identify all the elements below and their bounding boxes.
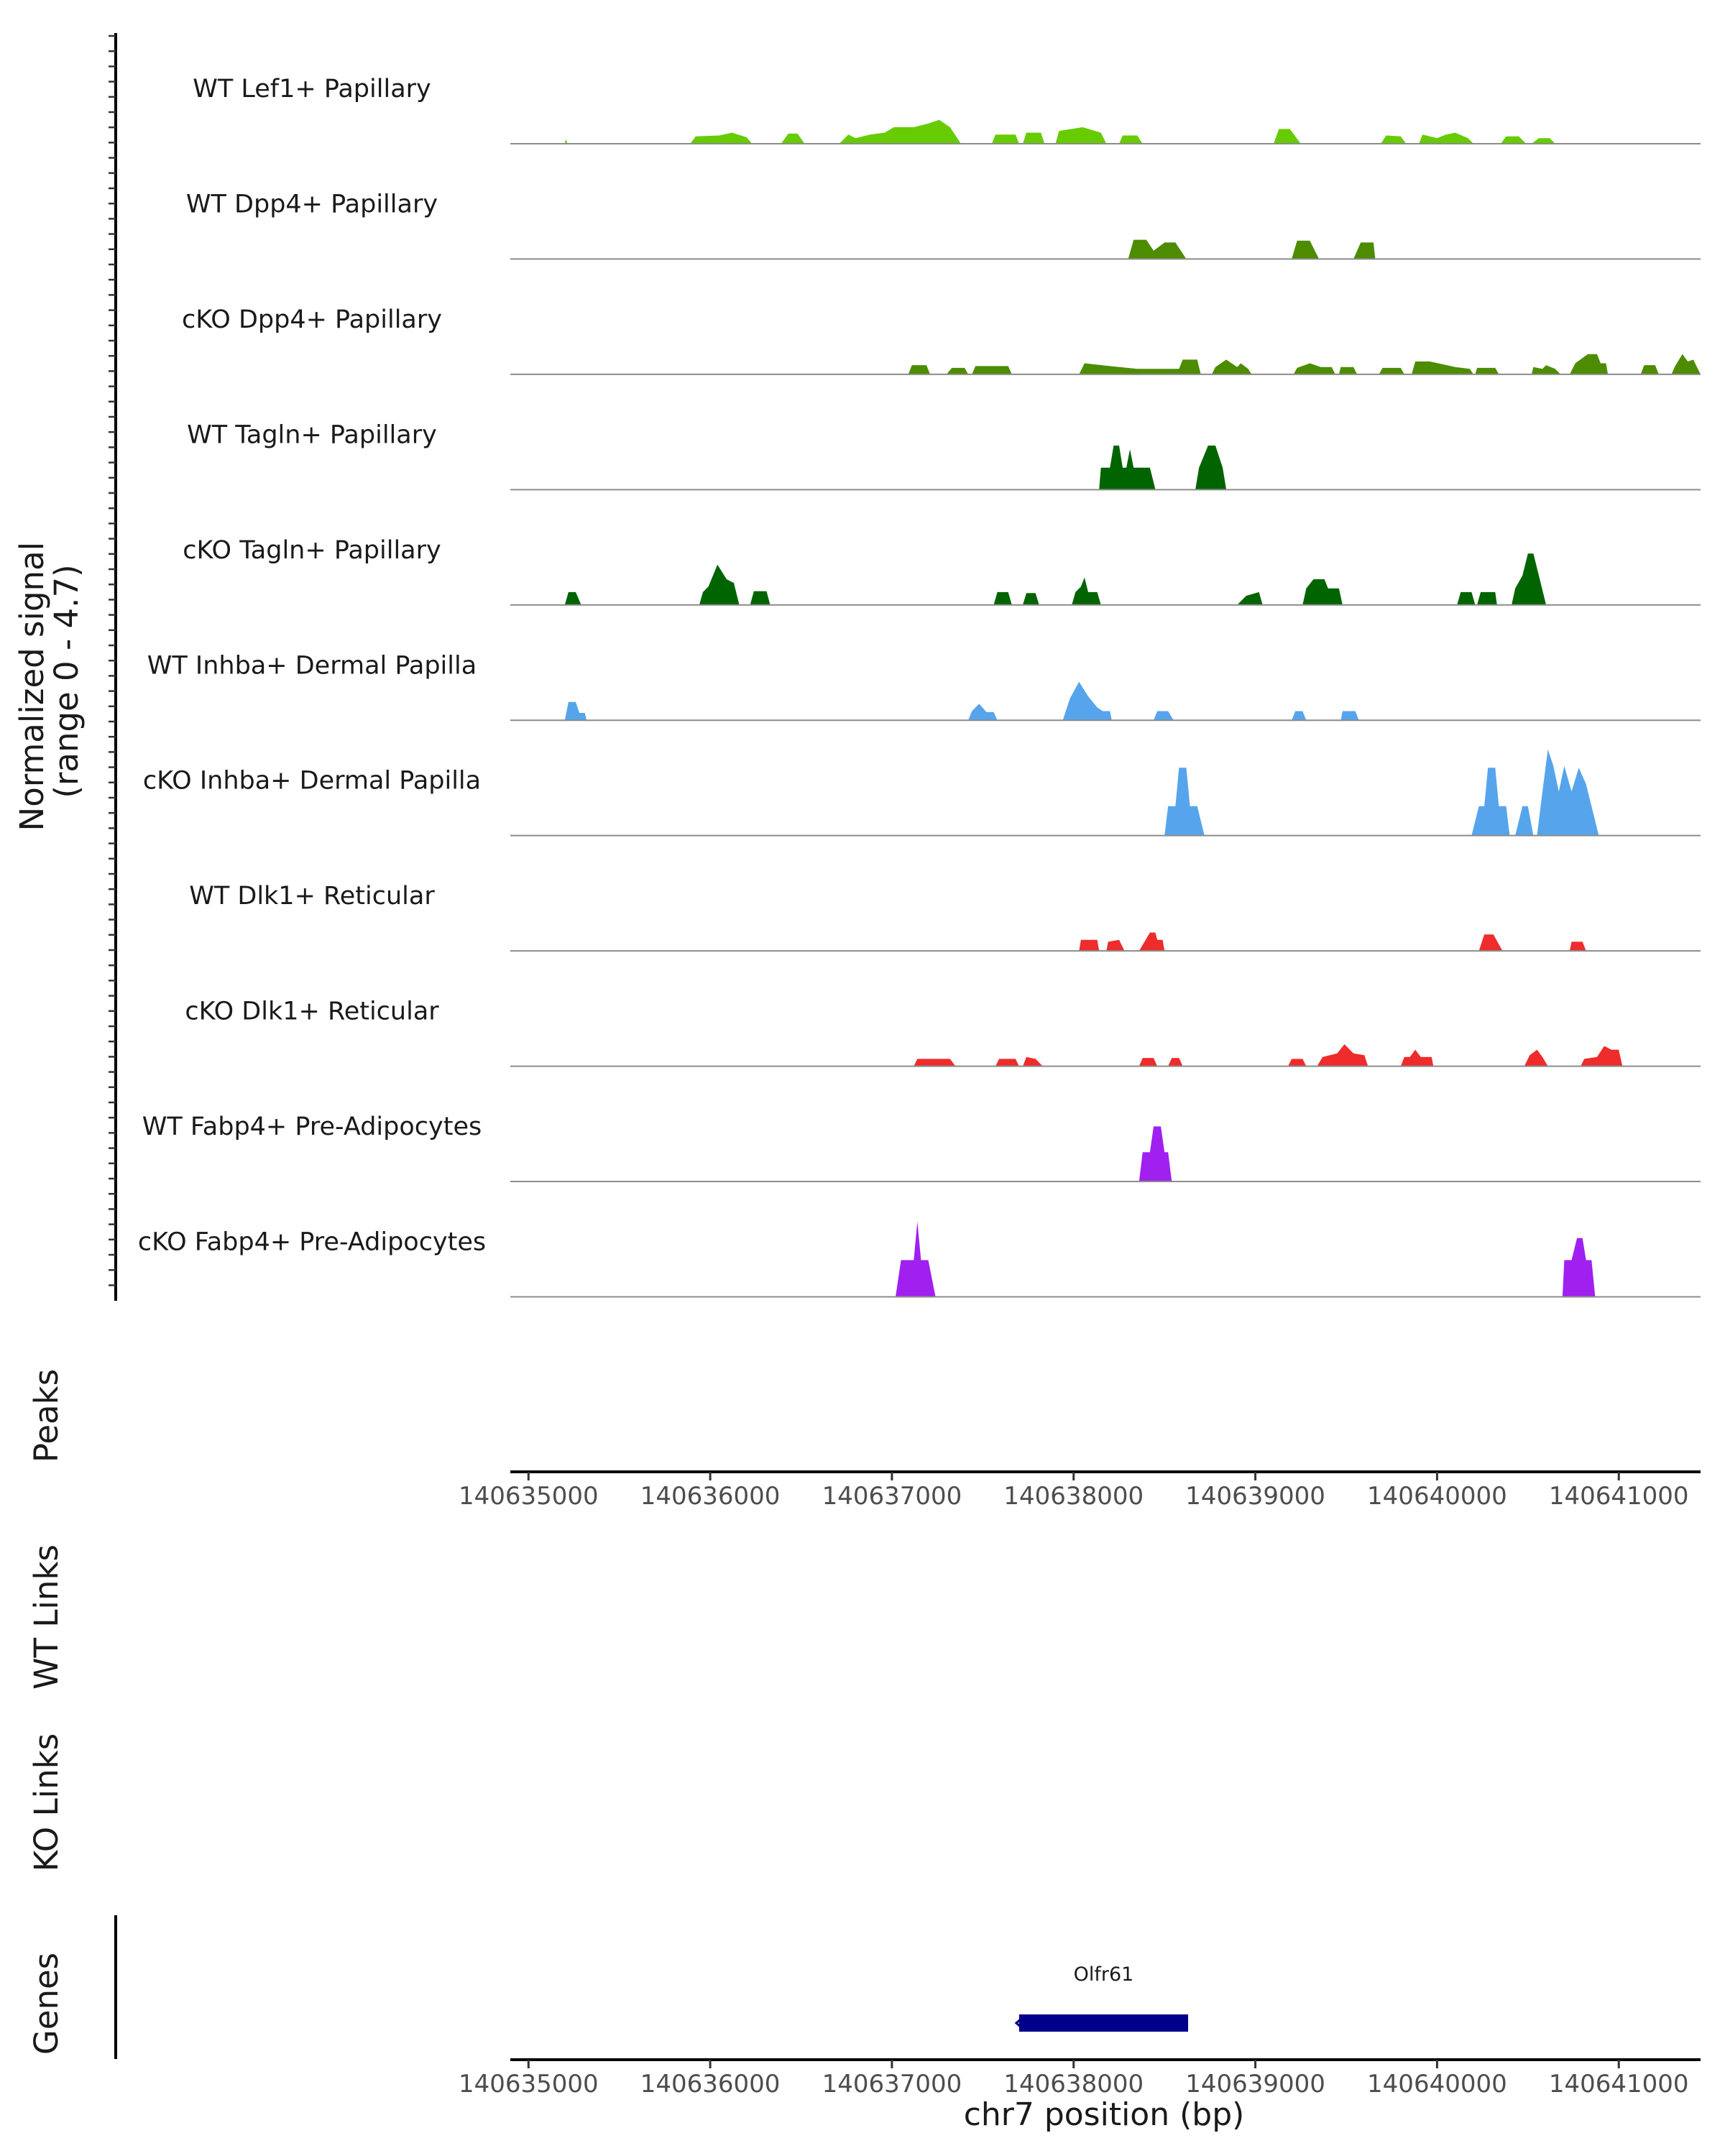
x-axis-tick-label: 140640000 [1367, 2070, 1507, 2099]
coverage-area [1099, 446, 1227, 490]
coverage-area [564, 119, 1555, 144]
x-axis-tick-label: 140636000 [640, 1482, 781, 1511]
track-5: cKO Tagln+ Papillary [183, 536, 1701, 606]
x-axis-peaks: 140635000 140636000 140637000 140638000 1406… [459, 1470, 1701, 1511]
track-label: cKO Fabp4+ Pre-Adipocytes [138, 1228, 486, 1257]
x-axis-tick-label: 140635000 [459, 2070, 599, 2099]
coverage-area [1164, 749, 1599, 836]
coverage-area [1128, 239, 1376, 259]
track-label: WT Lef1+ Papillary [193, 75, 431, 103]
track-4: WT Tagln+ Papillary [187, 420, 1701, 491]
track-1: WT Lef1+ Papillary [193, 75, 1701, 144]
coverage-area [564, 553, 1547, 605]
x-axis-tick-label: 140638000 [1003, 2070, 1144, 2099]
coverage-tracks: WT Lef1+ Papillary WT Dpp4+ Papillary cKO … [138, 75, 1701, 1298]
coverage-area [1138, 1126, 1172, 1181]
x-axis-genes: 140635000 140636000 140637000 140638000 1406… [459, 2058, 1701, 2099]
track-label: WT Dlk1+ Reticular [189, 882, 435, 911]
peaks-track-label: Peaks [27, 1369, 65, 1462]
wt-links-track-label: WT Links [27, 1544, 65, 1690]
coverage-area [564, 681, 1359, 721]
x-axis-tick-label: 140639000 [1185, 1482, 1325, 1511]
track-8: WT Dlk1+ Reticular [189, 882, 1701, 952]
track-label: cKO Dpp4+ Papillary [182, 305, 442, 334]
x-axis-tick-label: 140635000 [459, 1482, 599, 1511]
coverage-area [914, 1044, 1623, 1067]
track-11: cKO Fabp4+ Pre-Adipocytes [138, 1221, 1701, 1298]
coverage-area [908, 354, 1701, 374]
x-axis-tick-label: 140641000 [1549, 2070, 1689, 2099]
x-axis-tick-label: 140636000 [640, 2070, 781, 2099]
track-label: WT Tagln+ Papillary [187, 420, 437, 449]
track-label: WT Dpp4+ Papillary [186, 190, 438, 218]
track-6: WT Inhba+ Dermal Papilla [147, 651, 1701, 722]
y-axis-label-line-2: (range 0 - 4.7) [47, 564, 86, 798]
x-axis-tick-label: 140640000 [1367, 1482, 1507, 1511]
track-7: cKO Inhba+ Dermal Papilla [143, 749, 1701, 837]
ko-links-track-label: KO Links [27, 1733, 65, 1871]
x-axis-tick-label: 140639000 [1185, 2070, 1325, 2099]
gene-name-label: Olfr61 [1074, 1963, 1134, 1986]
signal-y-axis-label: Normalized signal (range 0 - 4.7) [13, 532, 86, 831]
track-10: WT Fabp4+ Pre-Adipocytes [142, 1112, 1701, 1183]
track-3: cKO Dpp4+ Papillary [182, 305, 1701, 375]
strand-arrow-icon [1014, 2017, 1023, 2030]
coverage-area [896, 1221, 1596, 1297]
x-axis-tick-label: 140637000 [822, 1482, 962, 1511]
track-9: cKO Dlk1+ Reticular [185, 998, 1701, 1067]
genes-track-label: Genes [27, 1953, 65, 2055]
signal-y-axis [109, 33, 117, 1301]
gene-exon [1018, 2014, 1189, 2032]
track-2: WT Dpp4+ Papillary [186, 190, 1701, 260]
track-label: cKO Inhba+ Dermal Papilla [143, 767, 481, 796]
x-axis-tick-label: 140637000 [822, 2070, 962, 2099]
x-axis-title: chr7 position (bp) [964, 2096, 1245, 2133]
x-axis-tick-label: 140641000 [1549, 1482, 1689, 1511]
track-label: cKO Dlk1+ Reticular [185, 998, 439, 1026]
track-label: WT Inhba+ Dermal Papilla [147, 651, 477, 680]
gene-track: Olfr61 [1014, 1963, 1189, 2032]
y-axis-label-line-1: Normalized signal [13, 542, 51, 831]
x-axis-tick-label: 140638000 [1003, 1482, 1144, 1511]
track-label: cKO Tagln+ Papillary [183, 536, 441, 565]
track-label: WT Fabp4+ Pre-Adipocytes [142, 1112, 482, 1141]
coverage-area [1079, 932, 1586, 952]
